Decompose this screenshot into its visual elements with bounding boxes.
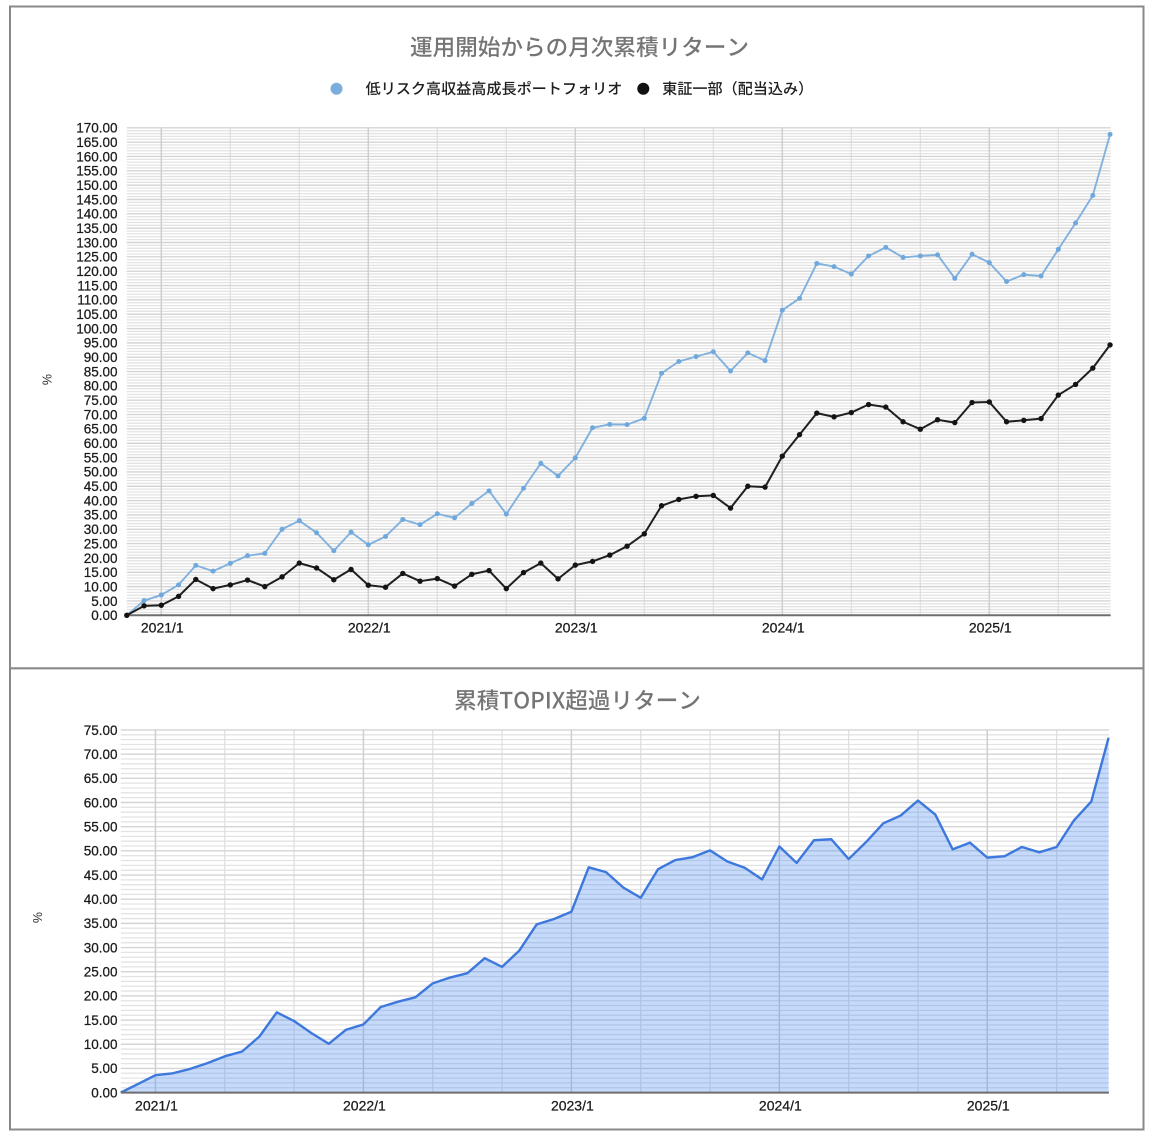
svg-text:80.00: 80.00	[84, 379, 118, 394]
svg-text:40.00: 40.00	[84, 892, 118, 907]
svg-text:75.00: 75.00	[84, 723, 118, 738]
svg-text:15.00: 15.00	[84, 1013, 118, 1028]
svg-text:2024/1: 2024/1	[759, 1098, 802, 1114]
svg-text:170.00: 170.00	[76, 121, 117, 136]
svg-text:90.00: 90.00	[84, 350, 118, 365]
svg-text:10.00: 10.00	[84, 1037, 118, 1052]
svg-text:60.00: 60.00	[84, 795, 118, 810]
svg-text:70.00: 70.00	[84, 407, 118, 422]
svg-text:0.00: 0.00	[91, 1085, 117, 1100]
svg-text:5.00: 5.00	[91, 594, 117, 609]
svg-text:75.00: 75.00	[84, 393, 118, 408]
svg-text:45.00: 45.00	[84, 479, 118, 494]
svg-text:65.00: 65.00	[84, 422, 118, 437]
svg-text:140.00: 140.00	[76, 207, 117, 222]
svg-text:25.00: 25.00	[84, 536, 118, 551]
svg-text:165.00: 165.00	[76, 135, 117, 150]
svg-text:60.00: 60.00	[84, 436, 118, 451]
svg-text:50.00: 50.00	[84, 465, 118, 480]
svg-text:30.00: 30.00	[84, 940, 118, 955]
svg-text:5.00: 5.00	[91, 1061, 117, 1076]
svg-text:40.00: 40.00	[84, 493, 118, 508]
svg-text:%: %	[40, 374, 54, 385]
svg-text:30.00: 30.00	[84, 522, 118, 537]
svg-text:65.00: 65.00	[84, 771, 118, 786]
svg-text:10.00: 10.00	[84, 579, 118, 594]
svg-text:130.00: 130.00	[76, 235, 117, 250]
svg-text:50.00: 50.00	[84, 844, 118, 859]
svg-text:35.00: 35.00	[84, 508, 118, 523]
svg-text:2023/1: 2023/1	[555, 620, 598, 636]
svg-text:20.00: 20.00	[84, 551, 118, 566]
svg-text:0.00: 0.00	[91, 608, 117, 623]
svg-text:145.00: 145.00	[76, 192, 117, 207]
svg-text:100.00: 100.00	[76, 321, 117, 336]
svg-text:115.00: 115.00	[77, 278, 117, 293]
svg-text:15.00: 15.00	[84, 565, 118, 580]
svg-text:2022/1: 2022/1	[348, 620, 391, 636]
svg-text:25.00: 25.00	[84, 965, 118, 980]
svg-text:2024/1: 2024/1	[762, 620, 805, 636]
svg-text:2025/1: 2025/1	[967, 1098, 1010, 1114]
svg-text:55.00: 55.00	[84, 819, 118, 834]
svg-text:2021/1: 2021/1	[141, 620, 184, 636]
svg-text:2022/1: 2022/1	[343, 1098, 386, 1114]
svg-text:105.00: 105.00	[76, 307, 117, 322]
svg-text:110.00: 110.00	[77, 293, 117, 308]
svg-text:%: %	[31, 912, 45, 923]
svg-text:120.00: 120.00	[76, 264, 117, 279]
svg-text:2021/1: 2021/1	[135, 1098, 178, 1114]
svg-text:155.00: 155.00	[76, 164, 117, 179]
svg-text:95.00: 95.00	[84, 336, 118, 351]
svg-text:150.00: 150.00	[76, 178, 117, 193]
svg-text:45.00: 45.00	[84, 868, 118, 883]
svg-text:35.00: 35.00	[84, 916, 118, 931]
svg-text:20.00: 20.00	[84, 989, 118, 1004]
svg-text:70.00: 70.00	[84, 747, 118, 762]
svg-text:55.00: 55.00	[84, 450, 118, 465]
svg-text:125.00: 125.00	[76, 250, 117, 265]
svg-text:85.00: 85.00	[84, 364, 118, 379]
svg-text:2025/1: 2025/1	[969, 620, 1012, 636]
svg-text:160.00: 160.00	[76, 149, 117, 164]
svg-text:2023/1: 2023/1	[551, 1098, 594, 1114]
svg-text:135.00: 135.00	[76, 221, 117, 236]
